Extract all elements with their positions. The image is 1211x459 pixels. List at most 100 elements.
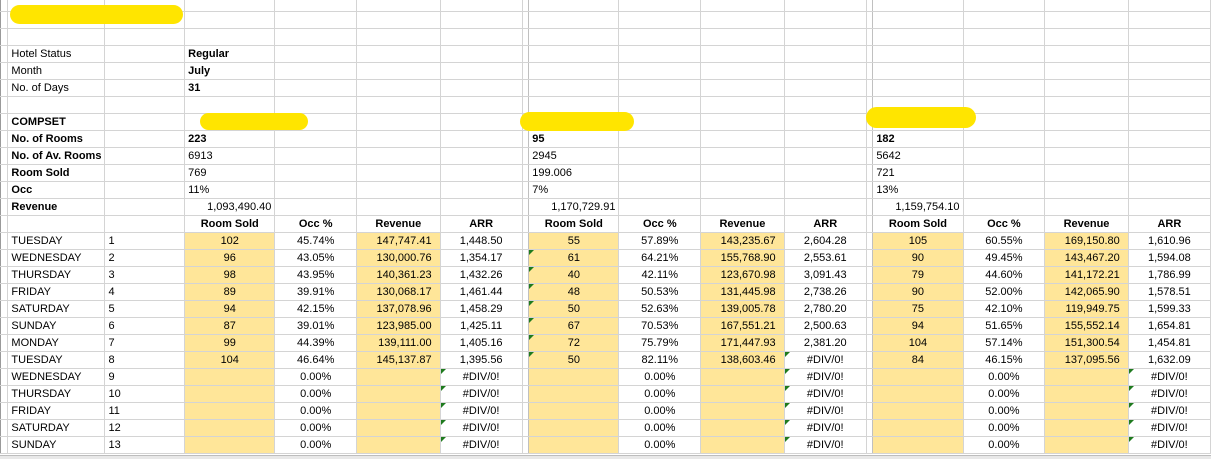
room-sold-cell[interactable]: 90 <box>872 249 964 267</box>
cell[interactable] <box>0 419 9 437</box>
day-number[interactable]: 3 <box>104 266 186 284</box>
cell[interactable] <box>783 147 867 165</box>
summary-value[interactable]: 1,093,490.40 <box>184 198 276 216</box>
arr-cell[interactable]: 2,780.20 <box>783 300 867 318</box>
summary-value[interactable]: 2945 <box>528 147 620 165</box>
room-sold-cell[interactable]: 94 <box>184 300 276 318</box>
day-number[interactable]: 9 <box>104 368 186 386</box>
cell[interactable] <box>0 130 9 148</box>
revenue-cell[interactable]: 151,300.54 <box>1044 334 1129 352</box>
revenue-cell[interactable]: 155,552.14 <box>1044 317 1129 335</box>
cell[interactable] <box>1127 164 1211 182</box>
day-name[interactable]: SATURDAY <box>7 419 106 437</box>
revenue-cell[interactable]: 143,467.20 <box>1044 249 1129 267</box>
cell[interactable] <box>528 28 620 46</box>
arr-cell[interactable]: 1,354.17 <box>439 249 523 267</box>
arr-cell[interactable]: #DIV/0! <box>783 385 867 403</box>
revenue-cell[interactable]: 119,949.75 <box>1044 300 1129 318</box>
day-number[interactable]: 12 <box>104 419 186 437</box>
cell[interactable] <box>274 79 358 97</box>
cell[interactable] <box>783 96 867 114</box>
cell[interactable] <box>1044 11 1129 29</box>
cell[interactable] <box>439 96 523 114</box>
cell[interactable] <box>356 0 441 12</box>
cell[interactable] <box>1044 28 1129 46</box>
arr-cell[interactable]: 1,786.99 <box>1127 266 1211 284</box>
room-sold-cell[interactable]: 105 <box>872 232 964 250</box>
cell[interactable] <box>528 0 620 12</box>
cell[interactable] <box>439 113 523 131</box>
arr-cell[interactable]: #DIV/0! <box>1127 419 1211 437</box>
cell[interactable] <box>104 164 186 182</box>
cell[interactable] <box>783 164 867 182</box>
cell[interactable] <box>962 28 1046 46</box>
cell[interactable] <box>1127 28 1211 46</box>
cell[interactable] <box>7 96 106 114</box>
column-header[interactable]: Room Sold <box>184 215 276 233</box>
room-sold-cell[interactable] <box>184 402 276 420</box>
cell[interactable] <box>356 113 441 131</box>
cell[interactable] <box>1044 164 1129 182</box>
cell[interactable] <box>1127 11 1211 29</box>
revenue-cell[interactable]: 147,747.41 <box>356 232 441 250</box>
room-sold-cell[interactable]: 75 <box>872 300 964 318</box>
cell[interactable] <box>872 11 964 29</box>
day-name[interactable]: SATURDAY <box>7 300 106 318</box>
cell[interactable] <box>528 11 620 29</box>
occ-cell[interactable]: 39.91% <box>274 283 358 301</box>
arr-cell[interactable]: #DIV/0! <box>439 368 523 386</box>
room-sold-cell[interactable]: 50 <box>528 351 620 369</box>
cell[interactable] <box>0 198 9 216</box>
room-sold-cell[interactable]: 90 <box>872 283 964 301</box>
column-header[interactable]: Room Sold <box>528 215 620 233</box>
room-sold-cell[interactable]: 87 <box>184 317 276 335</box>
revenue-cell[interactable]: 131,445.98 <box>700 283 785 301</box>
cell[interactable] <box>962 96 1046 114</box>
arr-cell[interactable]: #DIV/0! <box>783 368 867 386</box>
cell[interactable] <box>356 45 441 63</box>
cell[interactable] <box>700 130 785 148</box>
arr-cell[interactable]: #DIV/0! <box>439 436 523 454</box>
cell[interactable] <box>184 11 276 29</box>
cell[interactable] <box>439 79 523 97</box>
cell[interactable] <box>700 79 785 97</box>
cell[interactable] <box>618 11 702 29</box>
cell[interactable] <box>783 79 867 97</box>
summary-value[interactable]: 95 <box>528 130 620 148</box>
occ-cell[interactable]: 43.05% <box>274 249 358 267</box>
arr-cell[interactable]: 1,599.33 <box>1127 300 1211 318</box>
cell[interactable] <box>439 45 523 63</box>
cell[interactable] <box>783 62 867 80</box>
cell[interactable] <box>700 198 785 216</box>
arr-cell[interactable]: 1,425.11 <box>439 317 523 335</box>
cell[interactable] <box>528 96 620 114</box>
day-name[interactable]: MONDAY <box>7 334 106 352</box>
cell[interactable] <box>700 96 785 114</box>
occ-cell[interactable]: 46.15% <box>962 351 1046 369</box>
arr-cell[interactable]: 2,604.28 <box>783 232 867 250</box>
room-sold-cell[interactable]: 104 <box>872 334 964 352</box>
cell[interactable] <box>700 147 785 165</box>
cell[interactable] <box>0 45 9 63</box>
day-number[interactable]: 10 <box>104 385 186 403</box>
cell[interactable] <box>783 113 867 131</box>
revenue-cell[interactable] <box>1044 436 1129 454</box>
cell[interactable] <box>184 28 276 46</box>
arr-cell[interactable]: #DIV/0! <box>1127 436 1211 454</box>
cell[interactable] <box>356 96 441 114</box>
occ-cell[interactable]: 0.00% <box>962 385 1046 403</box>
room-sold-cell[interactable] <box>872 436 964 454</box>
arr-cell[interactable]: 1,395.56 <box>439 351 523 369</box>
arr-cell[interactable]: 1,461.44 <box>439 283 523 301</box>
cell[interactable] <box>1044 130 1129 148</box>
cell[interactable] <box>528 79 620 97</box>
revenue-cell[interactable]: 137,078.96 <box>356 300 441 318</box>
occ-cell[interactable]: 49.45% <box>962 249 1046 267</box>
info-label[interactable]: Hotel Status <box>7 45 106 63</box>
revenue-cell[interactable] <box>700 402 785 420</box>
info-value[interactable]: 31 <box>184 79 276 97</box>
cell[interactable] <box>618 79 702 97</box>
room-sold-cell[interactable] <box>184 419 276 437</box>
cell[interactable] <box>1044 45 1129 63</box>
column-header[interactable]: ARR <box>783 215 867 233</box>
